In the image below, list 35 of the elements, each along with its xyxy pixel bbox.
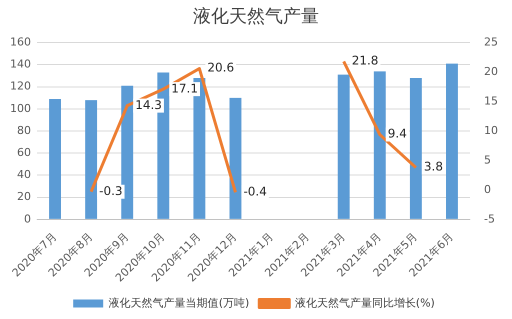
y-tick-label: 40 [16, 168, 31, 182]
data-label: 3.8 [424, 160, 443, 174]
y-tick-label: 60 [16, 146, 31, 159]
y2-tick-label: 5 [484, 153, 492, 166]
data-label: -0.4 [243, 184, 267, 198]
bar [49, 98, 61, 219]
y2-tick-label: 10 [484, 124, 498, 137]
data-label: -0.3 [99, 184, 123, 198]
y2-tick-label: 0 [484, 182, 492, 196]
y-tick-label: 0 [24, 212, 31, 226]
legend-label: 液化天然气产量当期值(万吨) [108, 296, 250, 310]
y-tick-label: 20 [16, 190, 31, 204]
data-label: 9.4 [388, 126, 407, 141]
y2-tick-label: 20 [484, 64, 498, 78]
bar [410, 78, 422, 219]
chart-title: 液化天然气产量 [192, 5, 320, 29]
bar [446, 64, 458, 219]
bar [121, 86, 134, 219]
y-tick-label: 100 [10, 102, 31, 115]
y2-tick-label: -5 [484, 212, 495, 226]
y2-tick-label: 15 [484, 94, 498, 108]
bar [230, 98, 242, 219]
data-label: 17.1 [171, 81, 198, 96]
y2-tick-label: 25 [484, 35, 498, 48]
data-label: 20.6 [207, 60, 234, 75]
legend-label: 液化天然气产量同比增长(%) [294, 296, 435, 310]
bar [85, 100, 98, 219]
y-tick-label: 140 [10, 58, 31, 71]
y-tick-label: 160 [10, 35, 31, 48]
y-tick-label: 120 [10, 80, 31, 93]
y-tick-label: 80 [16, 124, 31, 137]
bar [374, 71, 386, 219]
data-label: 21.8 [352, 54, 378, 68]
bar [338, 74, 350, 219]
data-label: 14.3 [135, 98, 162, 112]
